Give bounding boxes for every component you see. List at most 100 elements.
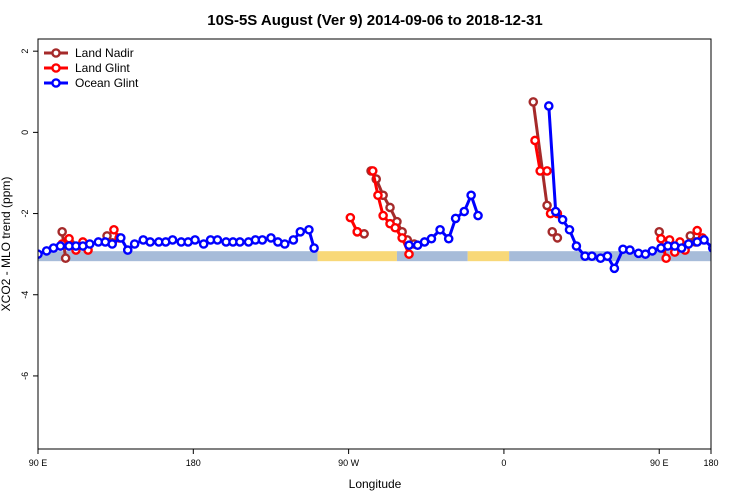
data-point [309, 243, 319, 253]
data-point [390, 222, 401, 233]
data-point [661, 253, 671, 264]
chart-title: 10S-5S August (Ver 9) 2014-09-06 to 2018… [207, 12, 542, 29]
legend-item: Land Nadir [44, 46, 134, 60]
data-point [304, 224, 314, 235]
data-point [609, 263, 620, 274]
data-point [404, 249, 414, 259]
series-line [531, 101, 549, 206]
data-point [212, 235, 223, 245]
legend-label: Land Nadir [75, 46, 134, 60]
y-tick-label: 2 [20, 49, 30, 54]
surface-segment [467, 251, 510, 262]
y-tick-label: -4 [20, 291, 30, 299]
data-point [550, 206, 561, 217]
data-point [404, 240, 414, 251]
data-point [385, 202, 395, 213]
data-point [352, 227, 363, 237]
data-point [257, 235, 268, 245]
x-tick-label: 180 [186, 458, 201, 468]
x-tick-label: 90 E [650, 458, 669, 468]
data-point [473, 210, 483, 221]
data-point [198, 239, 209, 249]
legend-label: Land Glint [75, 61, 130, 75]
data-point [543, 101, 554, 111]
data-point [295, 227, 306, 237]
x-tick-label: 90 W [338, 458, 360, 468]
data-point [692, 225, 702, 236]
data-point [84, 239, 95, 249]
data-point [564, 224, 575, 235]
plot-frame [37, 38, 712, 450]
legend-item: Land Glint [44, 61, 130, 75]
data-point [552, 233, 563, 243]
data-point [279, 239, 290, 249]
data-point [190, 235, 200, 245]
x-axis: 90 E 180 90 W 0 90 E 180 [29, 449, 719, 468]
data-point [557, 214, 568, 225]
data-point [542, 166, 552, 176]
data-point [459, 206, 470, 217]
data-point [122, 245, 133, 255]
data-point [732, 238, 739, 245]
legend-swatch-point [51, 48, 61, 58]
x-tick-label: 90 E [29, 458, 48, 468]
data-point [116, 233, 126, 243]
data-point [685, 231, 696, 241]
data-point [145, 237, 155, 247]
data-point [699, 235, 709, 245]
legend-swatch-point [51, 63, 61, 73]
data-point [266, 233, 276, 243]
data-point [683, 239, 694, 249]
series-layer [38, 97, 745, 274]
data-point [723, 234, 730, 241]
surface-segment [396, 251, 468, 262]
data-point [373, 190, 383, 201]
data-point [450, 213, 461, 224]
data-point [397, 233, 407, 243]
data-point [57, 227, 67, 237]
y-tick-label: -2 [20, 210, 30, 218]
data-point [378, 210, 388, 221]
legend-swatch-point [51, 78, 61, 88]
data-point [602, 251, 613, 261]
data-point [60, 253, 71, 264]
x-tick-label: 0 [501, 458, 506, 468]
legend-item: Ocean Glint [44, 76, 139, 90]
data-point [107, 239, 118, 249]
data-point [707, 243, 711, 253]
y-tick-label: 0 [20, 130, 30, 135]
x-axis-label: Longitude [349, 477, 402, 491]
data-point [571, 241, 582, 251]
data-point [716, 238, 723, 245]
data-point [129, 239, 140, 249]
data-point [345, 212, 356, 223]
data-point [426, 233, 437, 244]
surface-segment [317, 251, 397, 262]
data-point [288, 235, 299, 245]
data-point [109, 224, 119, 235]
data-point [167, 235, 178, 245]
data-point [367, 166, 378, 176]
series-line [409, 193, 480, 247]
data-point [443, 233, 454, 244]
y-axis: 2 0 -2 -4 -6 [20, 49, 38, 380]
data-point [466, 190, 476, 201]
data-point [547, 227, 558, 237]
legend-label: Ocean Glint [75, 76, 139, 90]
data-point [235, 237, 245, 247]
data-point [587, 251, 597, 261]
data-point [530, 135, 540, 146]
data-point [738, 238, 745, 245]
series-land-nadir [57, 97, 701, 264]
surface-segment [38, 251, 318, 262]
data-point [656, 233, 666, 244]
y-axis-label: XCO2 - MLO trend (ppm) [0, 177, 13, 312]
series-ocean-glint [38, 101, 745, 274]
data-point [647, 246, 658, 256]
x-tick-label: 180 [703, 458, 718, 468]
data-point [625, 245, 635, 255]
y-tick-label: -6 [20, 372, 30, 380]
data-point [528, 97, 539, 107]
data-point [55, 241, 66, 251]
